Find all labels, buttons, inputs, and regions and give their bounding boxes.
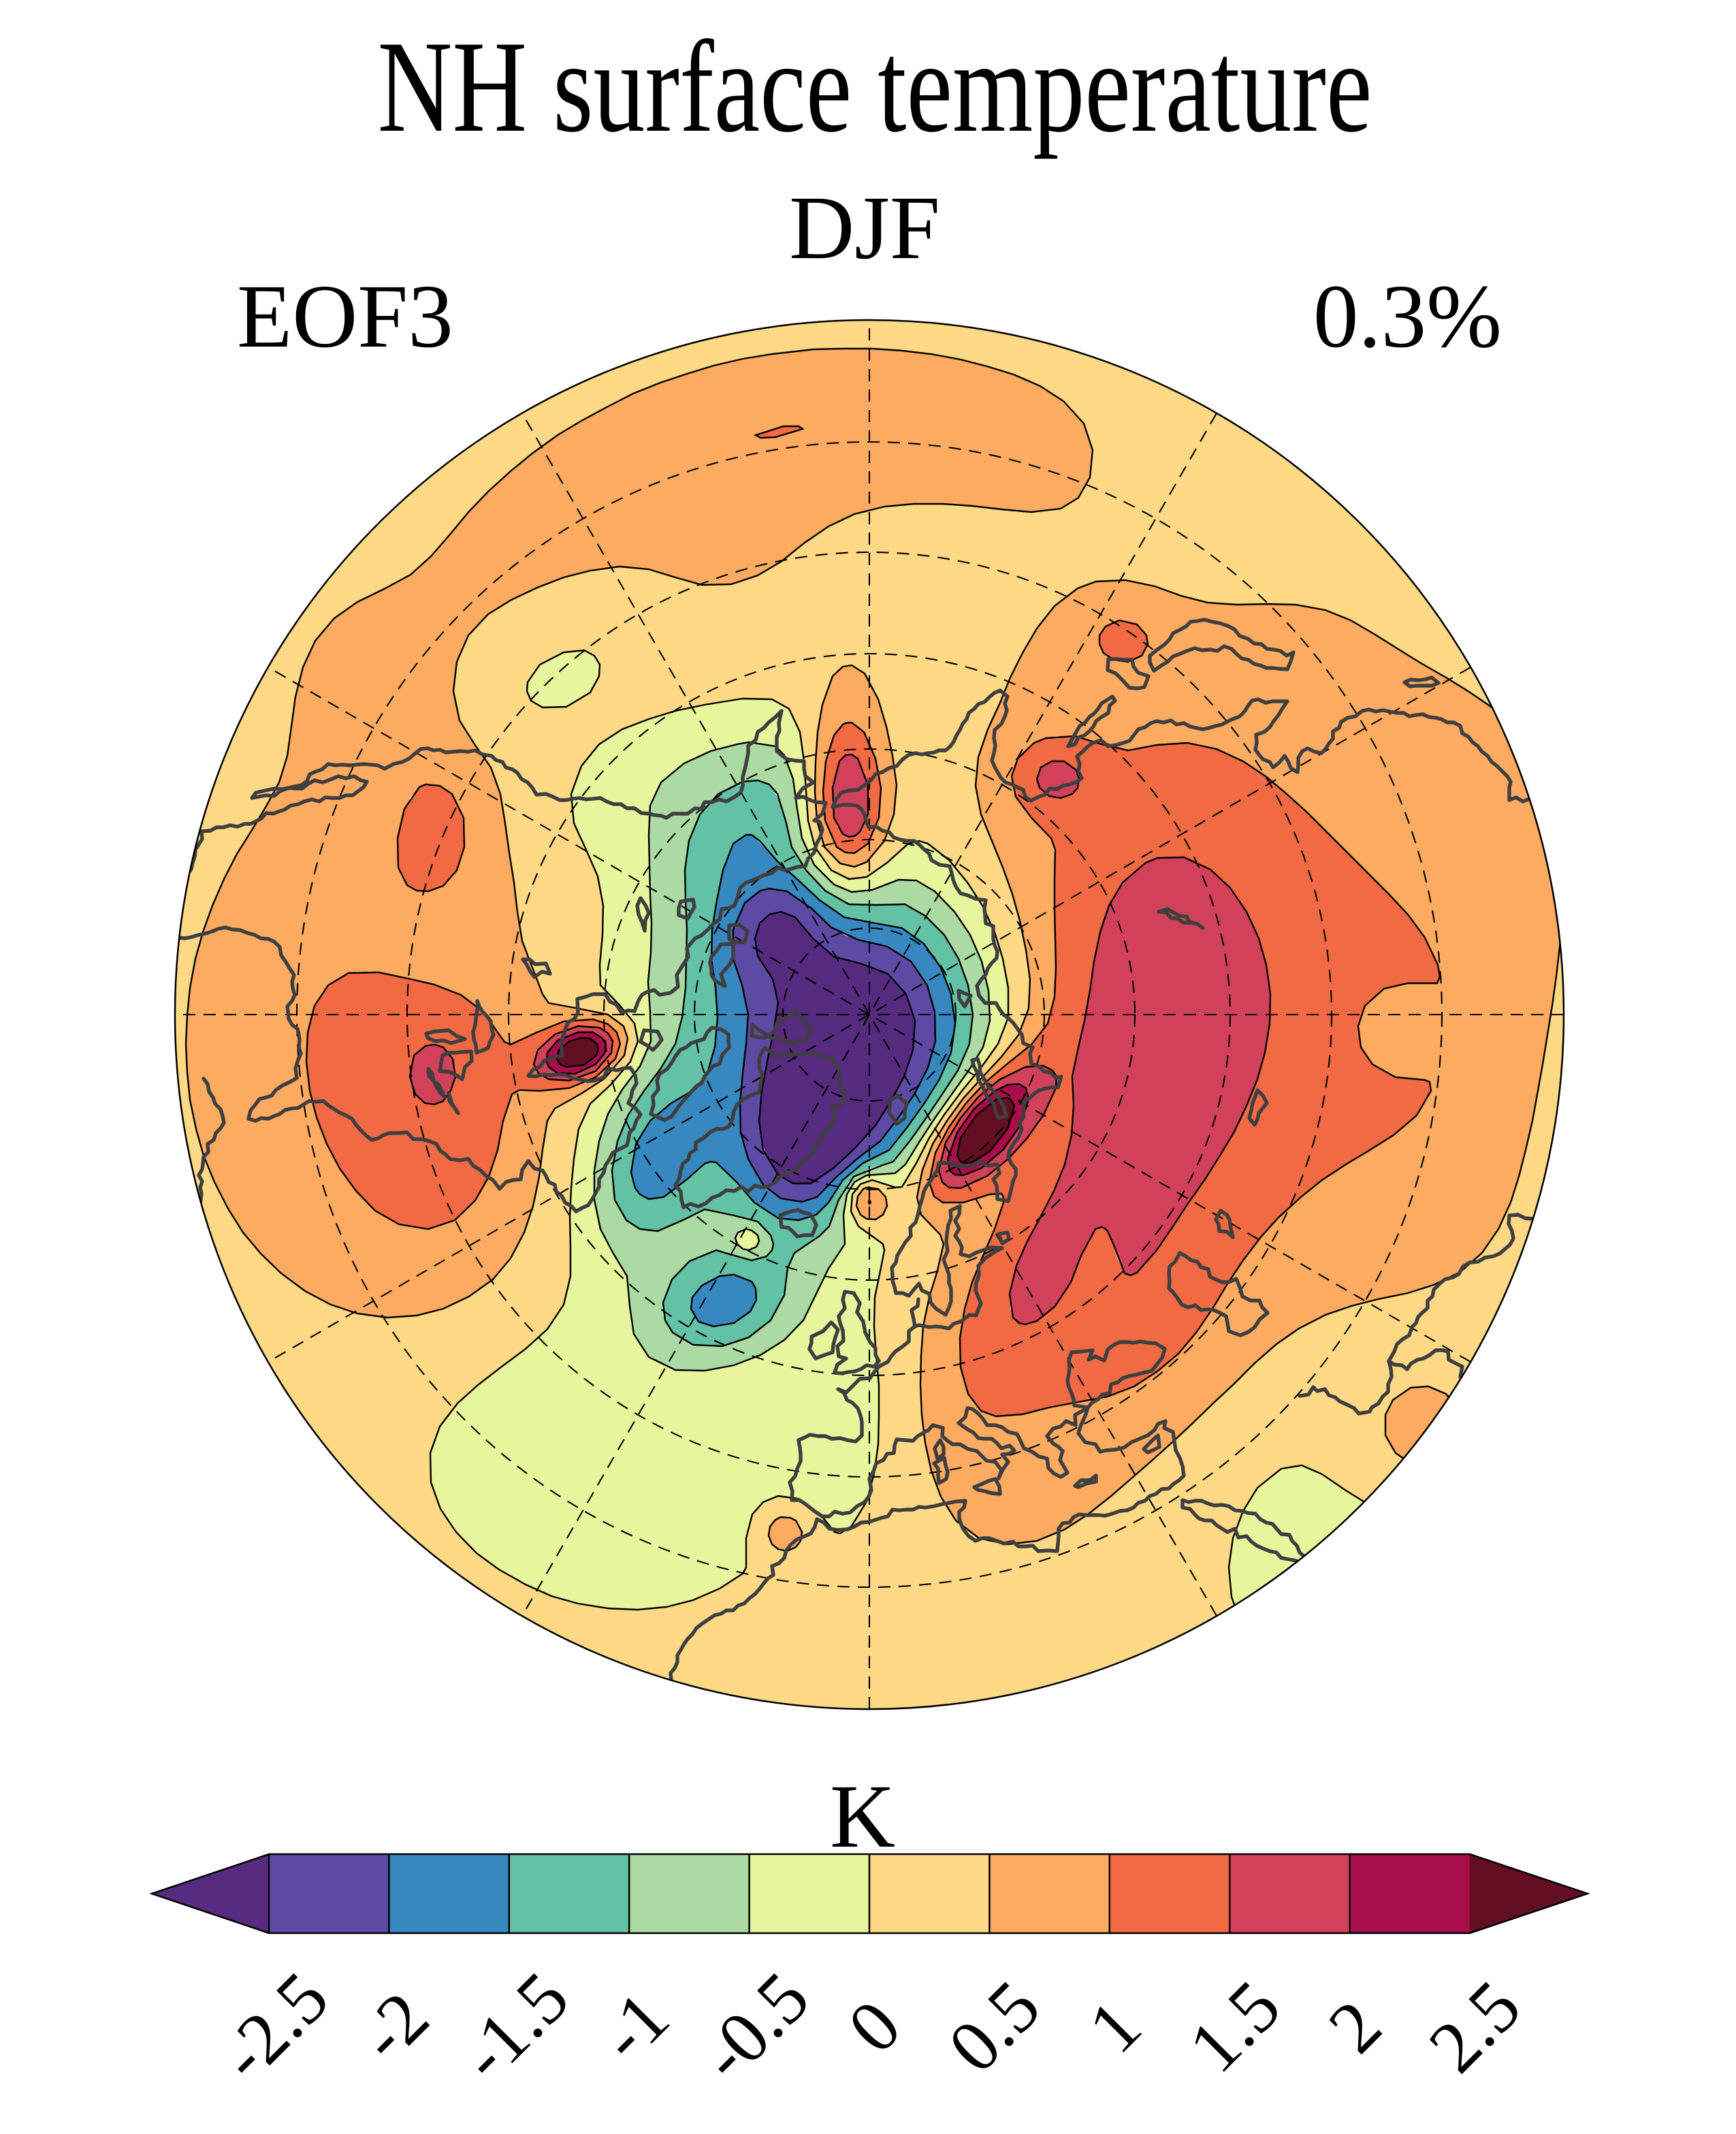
svg-text:0.5: 0.5 [933, 1966, 1056, 2088]
svg-text:2: 2 [1313, 1985, 1396, 2068]
svg-text:0: 0 [833, 1985, 916, 2068]
svg-text:-2.5: -2.5 [204, 1957, 344, 2097]
svg-text:-1.5: -1.5 [445, 1957, 584, 2097]
svg-text:-2: -2 [344, 1977, 445, 2077]
svg-text:1: 1 [1073, 1985, 1156, 2068]
svg-text:-1: -1 [584, 1977, 685, 2077]
svg-text:-0.5: -0.5 [685, 1957, 824, 2097]
svg-text:2.5: 2.5 [1414, 1966, 1537, 2088]
svg-text:1.5: 1.5 [1174, 1966, 1296, 2088]
